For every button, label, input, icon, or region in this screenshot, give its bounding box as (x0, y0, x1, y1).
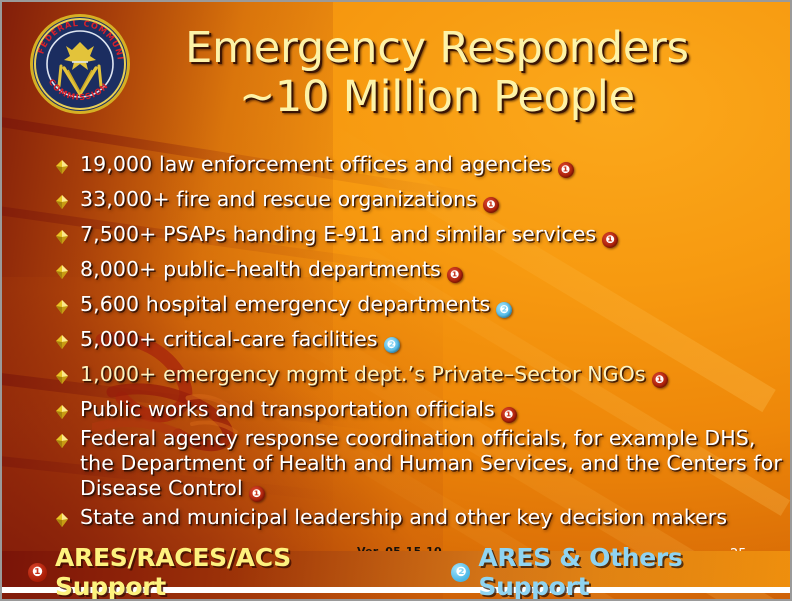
gold-diamond-bullet-icon (56, 370, 68, 384)
support-badge-one-icon: ❶ (248, 486, 265, 502)
gold-diamond-bullet-icon (56, 195, 68, 209)
bullet-item: 19,000 law enforcement offices and agenc… (54, 152, 782, 178)
support-badge-one-icon: ❶ (651, 372, 668, 388)
bullet-item: Federal agency response coordination off… (54, 426, 782, 502)
gold-diamond-bullet-icon (56, 230, 68, 244)
slide-footer: ❶ ARES/RACES/ACS Support ❷ ARES & Others… (2, 543, 790, 599)
gold-diamond-bullet-icon (56, 160, 68, 174)
support-badge-one-icon: ❶ (500, 407, 517, 423)
bullet-list: 19,000 law enforcement offices and agenc… (54, 152, 782, 533)
gold-diamond-bullet-icon (56, 405, 68, 419)
bullet-item: State and municipal leadership and other… (54, 505, 782, 530)
footer-legend-left-label: ARES/RACES/ACS Support (55, 543, 291, 601)
bullet-item-text: 19,000 law enforcement offices and agenc… (80, 152, 574, 178)
bullet-item-text: Public works and transportation official… (80, 397, 517, 423)
gold-diamond-bullet-icon (56, 434, 68, 448)
gold-diamond-bullet-icon (56, 335, 68, 349)
bullet-item: 7,500+ PSAPs handing E-911 and similar s… (54, 222, 782, 248)
support-badge-one-icon: ❶ (483, 197, 500, 213)
bullet-item-text: 33,000+ fire and rescue organizations ❶ (80, 187, 500, 213)
gold-diamond-bullet-icon (56, 513, 68, 527)
bullet-item: 5,000+ critical-care facilities ❷ (54, 327, 782, 353)
bullet-item: Public works and transportation official… (54, 397, 782, 423)
bullet-item-text: State and municipal leadership and other… (80, 505, 728, 529)
support-badge-two-icon: ❷ (496, 302, 513, 318)
slide-title-line-1: Emergency Responders (185, 23, 689, 73)
fcc-seal-icon: FEDERAL COMMUNICATIONS COMMISSION (28, 12, 130, 114)
bullet-item: 33,000+ fire and rescue organizations ❶ (54, 187, 782, 213)
gold-diamond-bullet-icon (56, 300, 68, 314)
bullet-item: 8,000+ public–health departments ❶ (54, 257, 782, 283)
slide-title-line-2: ~10 Million People (239, 72, 635, 123)
footer-legend-ares-races-acs: ❶ ARES/RACES/ACS Support (28, 543, 397, 601)
legend-badge-one-icon: ❶ (28, 562, 47, 582)
bullet-item: 1,000+ emergency mgmt dept.’s Private–Se… (54, 362, 782, 388)
footer-legend-right-label: ARES & Others Support (478, 543, 683, 601)
bullet-item-text: 5,600 hospital emergency departments ❷ (80, 292, 513, 318)
bullet-item-text: 1,000+ emergency mgmt dept.’s Private–Se… (80, 362, 668, 388)
footer-legend-ares-others: ❷ ARES & Others Support (451, 543, 790, 601)
footer-bottom-rule (2, 587, 790, 593)
bullet-item-text: Federal agency response coordination off… (80, 426, 782, 502)
background-ribbon-figure (92, 332, 238, 452)
gold-diamond-bullet-icon (56, 265, 68, 279)
support-badge-one-icon: ❶ (602, 232, 619, 248)
slide-title: Emergency Responders ~10 Million People (132, 23, 742, 123)
support-badge-two-icon: ❷ (383, 337, 400, 353)
support-badge-one-icon: ❶ (557, 162, 574, 178)
support-badge-one-icon: ❶ (446, 267, 463, 283)
legend-badge-two-icon: ❷ (451, 562, 471, 582)
bullet-item-text: 7,500+ PSAPs handing E-911 and similar s… (80, 222, 619, 248)
bullet-item-text: 5,000+ critical-care facilities ❷ (80, 327, 400, 353)
bullet-item: 5,600 hospital emergency departments ❷ (54, 292, 782, 318)
bullet-item-text: 8,000+ public–health departments ❶ (80, 257, 463, 283)
